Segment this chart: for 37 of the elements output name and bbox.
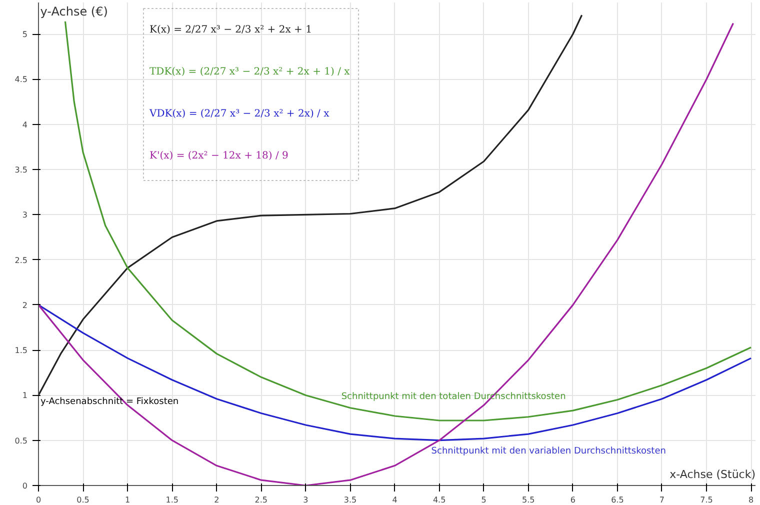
y-tick-label: 5 (22, 30, 28, 40)
y-axis-title: y-Achse (€) (40, 4, 108, 18)
x-tick-label: 3.5 (344, 496, 357, 504)
x-tick-label: 0 (36, 496, 42, 504)
line-series (38, 304, 752, 442)
y-tick-label: 4.5 (14, 75, 28, 84)
y-tick-label: 1 (22, 391, 28, 400)
y-tick-label: 2 (22, 300, 28, 310)
text: K'(x) = (2x² − 12x + 18) / 9 (150, 150, 288, 162)
x-tick-label: 7 (659, 496, 665, 504)
y-tick-label: 2.5 (14, 256, 28, 265)
x-tick-label: 0.5 (76, 496, 90, 504)
text: VDK(x) = (2/27 x³ − 2/3 x² + 2x) / x (148, 108, 330, 120)
y-tick-label: 4 (22, 120, 28, 130)
x-tick-label: 6 (570, 496, 576, 504)
x-tick-label: 5.5 (522, 496, 535, 504)
x-tick-label: 2 (214, 496, 220, 504)
x-tick-label: 5 (481, 496, 486, 504)
x-tick-label: 8 (748, 496, 754, 504)
y-tick-label: 1.5 (14, 346, 28, 356)
x-tick-label: 2.5 (254, 496, 268, 504)
x-tick-label: 4.5 (432, 496, 446, 504)
text: TDK(x) = (2/27 x³ − 2/3 x² + 2x + 1) / x (150, 66, 350, 78)
x-tick-label: 3 (303, 496, 308, 504)
x-axis-title: x-Achse (Stück) (670, 468, 756, 481)
y-tick-label: 3 (22, 210, 28, 220)
annotation: Schnittpunkt mit den variablen Durchschnittskosten (431, 446, 666, 456)
y-tick-label: 3.5 (14, 166, 28, 175)
annotation: y-Achsenabschnitt = Fixkosten (40, 397, 179, 408)
y-tick-label: 0.5 (14, 436, 28, 446)
x-tick-label: 7.5 (700, 496, 713, 504)
y-tick-label: 0 (22, 482, 28, 490)
x-tick-label: 4 (392, 496, 398, 504)
x-tick-label: 6.5 (611, 496, 624, 504)
text: K(x) = 2/27 x³ − 2/3 x² + 2x + 1 (150, 24, 312, 36)
x-tick-label: 1 (125, 496, 130, 504)
x-tick-label: 1.5 (166, 496, 178, 504)
